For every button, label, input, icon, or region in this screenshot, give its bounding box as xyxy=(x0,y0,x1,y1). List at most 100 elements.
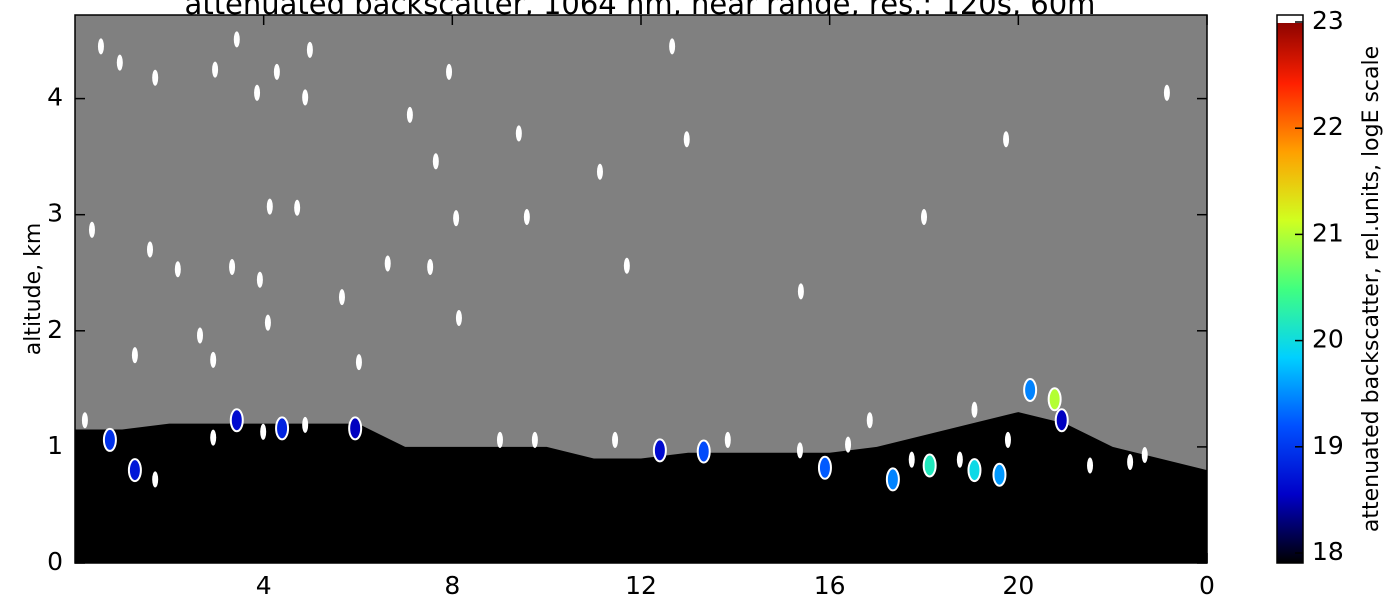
backscatter-cell xyxy=(306,41,313,58)
backscatter-cell xyxy=(455,310,462,327)
backscatter-cell xyxy=(1004,431,1011,448)
x-tick-label: 8 xyxy=(444,571,460,599)
colorbar-axis: 18 19 20 21 22 23 xyxy=(1295,6,1344,566)
backscatter-cell xyxy=(971,401,978,418)
backscatter-cell xyxy=(596,163,603,180)
backscatter-cell xyxy=(152,471,159,488)
backscatter-cell xyxy=(131,347,138,364)
backscatter-cell xyxy=(210,351,217,368)
backscatter-cell xyxy=(908,451,915,468)
backscatter-cell xyxy=(496,431,503,448)
backscatter-cell xyxy=(1141,447,1148,464)
y-tick-label: 3 xyxy=(47,199,63,228)
backscatter-cell xyxy=(683,131,690,148)
backscatter-cell xyxy=(1047,387,1062,412)
backscatter-cell xyxy=(652,438,667,463)
backscatter-cell xyxy=(531,431,538,448)
backscatter-cell xyxy=(623,257,630,274)
backscatter-cell xyxy=(338,289,345,306)
backscatter-cell xyxy=(427,258,434,275)
colorbar-tick-label: 20 xyxy=(1312,325,1344,354)
colorbar-over xyxy=(1277,15,1303,23)
colorbar-tick-label: 18 xyxy=(1312,537,1344,566)
backscatter-cell xyxy=(956,451,963,468)
x-tick-label: 12 xyxy=(625,571,657,599)
backscatter-cell xyxy=(196,327,203,344)
backscatter-cell xyxy=(921,209,927,226)
backscatter-cell xyxy=(264,314,271,331)
colorbar-tick-label: 21 xyxy=(1312,218,1344,247)
backscatter-cell xyxy=(384,255,391,272)
backscatter-cell xyxy=(275,416,290,441)
y-tick-label: 2 xyxy=(47,315,63,344)
backscatter-cell xyxy=(348,416,363,441)
x-tick-label: 0 xyxy=(1199,571,1215,599)
backscatter-cell xyxy=(127,458,142,483)
backscatter-cell xyxy=(102,427,117,452)
backscatter-cell xyxy=(210,429,217,446)
backscatter-cell xyxy=(88,221,95,238)
backscatter-cell xyxy=(724,431,731,448)
backscatter-cell xyxy=(233,31,240,48)
backscatter-cell xyxy=(355,354,362,371)
backscatter-cell xyxy=(432,153,439,170)
backscatter-cell xyxy=(992,462,1007,487)
backscatter-cell xyxy=(1163,84,1170,101)
backscatter-cell xyxy=(266,198,273,215)
backscatter-cell xyxy=(256,271,263,288)
colorbar-label: attenuated backscatter, rel.units, logE … xyxy=(1359,46,1384,532)
colorbar xyxy=(1277,15,1303,563)
backscatter-cell xyxy=(1087,457,1094,474)
backscatter-cell xyxy=(406,106,413,123)
backscatter-cell xyxy=(1023,378,1038,403)
backscatter-cell xyxy=(302,89,309,106)
backscatter-cell xyxy=(845,436,852,453)
plot-area xyxy=(75,31,1207,563)
colorbar-tick-label: 23 xyxy=(1312,6,1344,35)
backscatter-cell xyxy=(866,412,873,429)
layer-area xyxy=(75,412,1207,563)
backscatter-cell xyxy=(453,210,460,227)
backscatter-cell xyxy=(967,458,982,483)
backscatter-cell xyxy=(446,63,453,80)
backscatter-cell xyxy=(612,431,619,448)
backscatter-cell xyxy=(817,455,832,480)
y-axis-label: altitude, km xyxy=(21,223,46,356)
backscatter-cell xyxy=(1054,408,1069,433)
backscatter-cell xyxy=(523,209,530,226)
colorbar-tick-label: 19 xyxy=(1312,431,1344,460)
x-tick-label: 20 xyxy=(1002,571,1034,599)
backscatter-cell xyxy=(260,423,267,440)
backscatter-cell xyxy=(294,199,301,216)
backscatter-cell xyxy=(146,241,153,258)
backscatter-cell xyxy=(273,63,280,80)
backscatter-cell xyxy=(229,258,236,275)
backscatter-cell xyxy=(797,283,804,300)
y-tick-label: 4 xyxy=(47,83,63,112)
backscatter-cell xyxy=(116,54,123,71)
backscatter-cell xyxy=(515,125,522,142)
backscatter-cell xyxy=(152,69,159,86)
x-tick-label: 4 xyxy=(256,571,272,599)
backscatter-cell xyxy=(81,412,88,429)
backscatter-cell xyxy=(885,467,900,492)
backscatter-cell xyxy=(1003,131,1010,148)
x-tick-label: 16 xyxy=(814,571,846,599)
backscatter-cell xyxy=(174,261,181,278)
backscatter-cell xyxy=(254,84,261,101)
backscatter-cell xyxy=(669,38,676,55)
y-tick-label: 1 xyxy=(47,431,63,460)
backscatter-cell xyxy=(696,439,711,464)
colorbar-tick-label: 22 xyxy=(1312,112,1344,141)
backscatter-cell xyxy=(796,442,803,459)
backscatter-cell xyxy=(229,408,244,433)
backscatter-cell xyxy=(97,38,104,55)
backscatter-cell xyxy=(922,453,937,478)
backscatter-cell xyxy=(1127,453,1134,470)
colorbar-frame xyxy=(1276,14,1304,564)
backscatter-cell xyxy=(302,416,309,433)
backscatter-cell xyxy=(212,61,219,78)
y-tick-label: 0 xyxy=(47,547,63,576)
